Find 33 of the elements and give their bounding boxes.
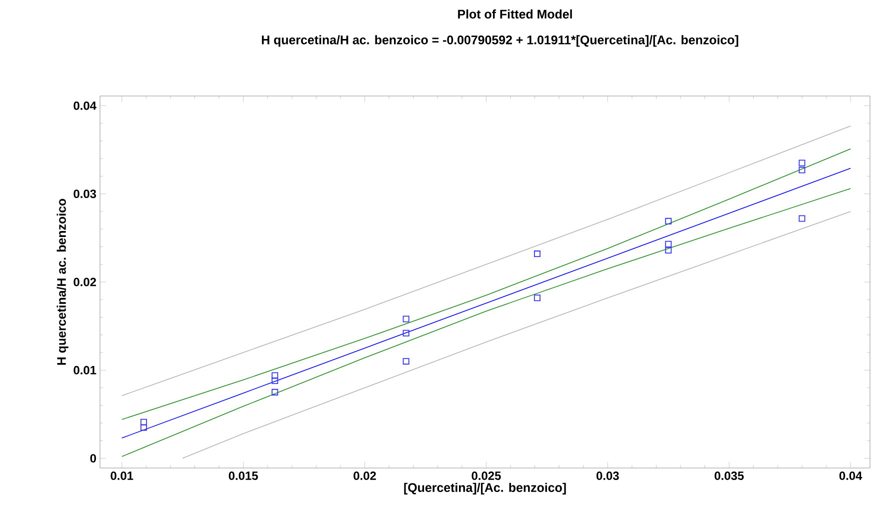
point [402, 316, 410, 322]
point [534, 250, 540, 258]
point [798, 160, 806, 166]
point [798, 166, 806, 174]
point [665, 218, 672, 224]
x-tick-label: 0.02 [354, 472, 376, 480]
x-tick-label: 0.03 [596, 472, 619, 480]
point [272, 372, 278, 379]
x-tick-label: 0.015 [228, 472, 258, 480]
y-tick-label: 0.01 [74, 366, 96, 374]
point [402, 330, 410, 336]
y-tick-label: 0 [90, 454, 96, 463]
point [798, 215, 806, 222]
y-tick-label: 0.04 [74, 101, 96, 110]
point [140, 418, 147, 426]
point [272, 388, 278, 396]
point [534, 294, 540, 302]
chart-subtitle: H quercetina/H ac. benzoico = -0.00790592 + 1.01911*[Quercetina]/[Ac. benzoico] [262, 35, 738, 47]
x-axis-title: [Quercetina]/[Ac. benzoico] [404, 482, 566, 494]
x-tick-label: 0.01 [110, 472, 134, 480]
y-tick-label: 0.02 [74, 278, 96, 286]
point [665, 240, 672, 248]
x-tick-label: 0.04 [839, 472, 862, 480]
point [140, 424, 147, 431]
point [272, 377, 278, 384]
x-tick-label: 0.035 [714, 472, 744, 480]
y-tick-label: 0.03 [74, 190, 96, 198]
line-series [121, 126, 851, 396]
point [402, 358, 410, 365]
x-tick-label: 0.025 [472, 472, 501, 480]
chart-title: Plot of Fitted Model [458, 9, 572, 19]
point [665, 247, 672, 254]
y-axis-title: H quercetina/H ac. benzoico [56, 198, 68, 365]
